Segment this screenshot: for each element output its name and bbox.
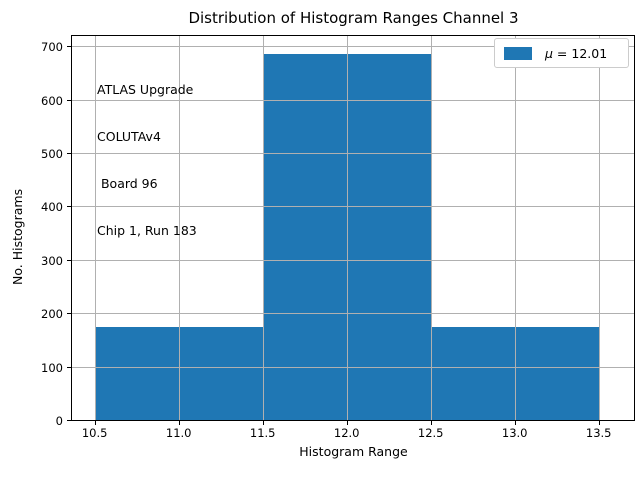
gridline-v [430, 36, 432, 420]
x-tick [598, 421, 600, 425]
y-tick-label: 200 [41, 307, 63, 322]
y-tick-label: 500 [41, 146, 63, 161]
y-tick-label: 400 [41, 200, 63, 215]
y-tick-label: 300 [41, 253, 63, 268]
gridline-h [72, 366, 634, 368]
histogram-bar [94, 326, 263, 420]
gridline-h [72, 46, 634, 48]
y-tick [67, 99, 71, 101]
x-tick-label: 10.5 [81, 426, 108, 440]
mu-symbol: μ [545, 45, 553, 61]
y-tick [67, 152, 71, 154]
annotation-line: ATLAS Upgrade [97, 82, 194, 98]
gridline-v [262, 36, 264, 420]
x-axis-label: Histogram Range [299, 444, 408, 459]
annotation-line: COLUTAv4 [97, 128, 161, 144]
gridline-h [72, 206, 634, 208]
gridline-v [178, 36, 180, 420]
x-tick-label: 12.0 [333, 426, 360, 440]
y-tick [67, 259, 71, 261]
y-tick [67, 206, 71, 208]
y-tick [67, 420, 71, 421]
gridline-h [72, 313, 634, 315]
x-tick-label: 11.0 [165, 426, 192, 440]
gridline-v [346, 36, 348, 420]
x-tick [178, 421, 180, 425]
y-tick-label: 600 [41, 93, 63, 108]
x-tick [262, 421, 264, 425]
annotation-block: ATLAS Upgrade COLUTAv4 Board 96 Chip 1, … [97, 51, 197, 269]
y-tick [67, 366, 71, 368]
x-tick [94, 421, 96, 425]
legend-label: μ = 12.01 [545, 46, 607, 61]
y-tick [67, 46, 71, 48]
legend-value: = 12.01 [552, 45, 608, 61]
gridline-h [72, 152, 634, 154]
y-tick [67, 313, 71, 315]
x-tick-label: 13.0 [501, 426, 528, 440]
gridline-v [94, 36, 96, 420]
annotation-line: Chip 1, Run 183 [97, 222, 197, 238]
x-tick [430, 421, 432, 425]
y-tick-label: 0 [55, 414, 63, 428]
gridline-v [598, 36, 600, 420]
x-tick-label: 12.5 [417, 426, 444, 440]
x-tick-label: 13.5 [585, 426, 612, 440]
x-tick [346, 421, 348, 425]
plot-area [71, 35, 635, 421]
x-tick-label: 11.5 [249, 426, 276, 440]
gridline-v [514, 36, 516, 420]
y-tick-label: 700 [41, 40, 63, 55]
x-tick [514, 421, 516, 425]
annotation-line: Board 96 [97, 175, 158, 191]
y-tick-label: 100 [41, 360, 63, 375]
legend: μ = 12.01 [494, 38, 629, 68]
gridline-h [72, 259, 634, 261]
legend-swatch-icon [504, 46, 532, 60]
gridline-h [72, 99, 634, 101]
chart-title: Distribution of Histogram Ranges Channel… [188, 9, 519, 27]
